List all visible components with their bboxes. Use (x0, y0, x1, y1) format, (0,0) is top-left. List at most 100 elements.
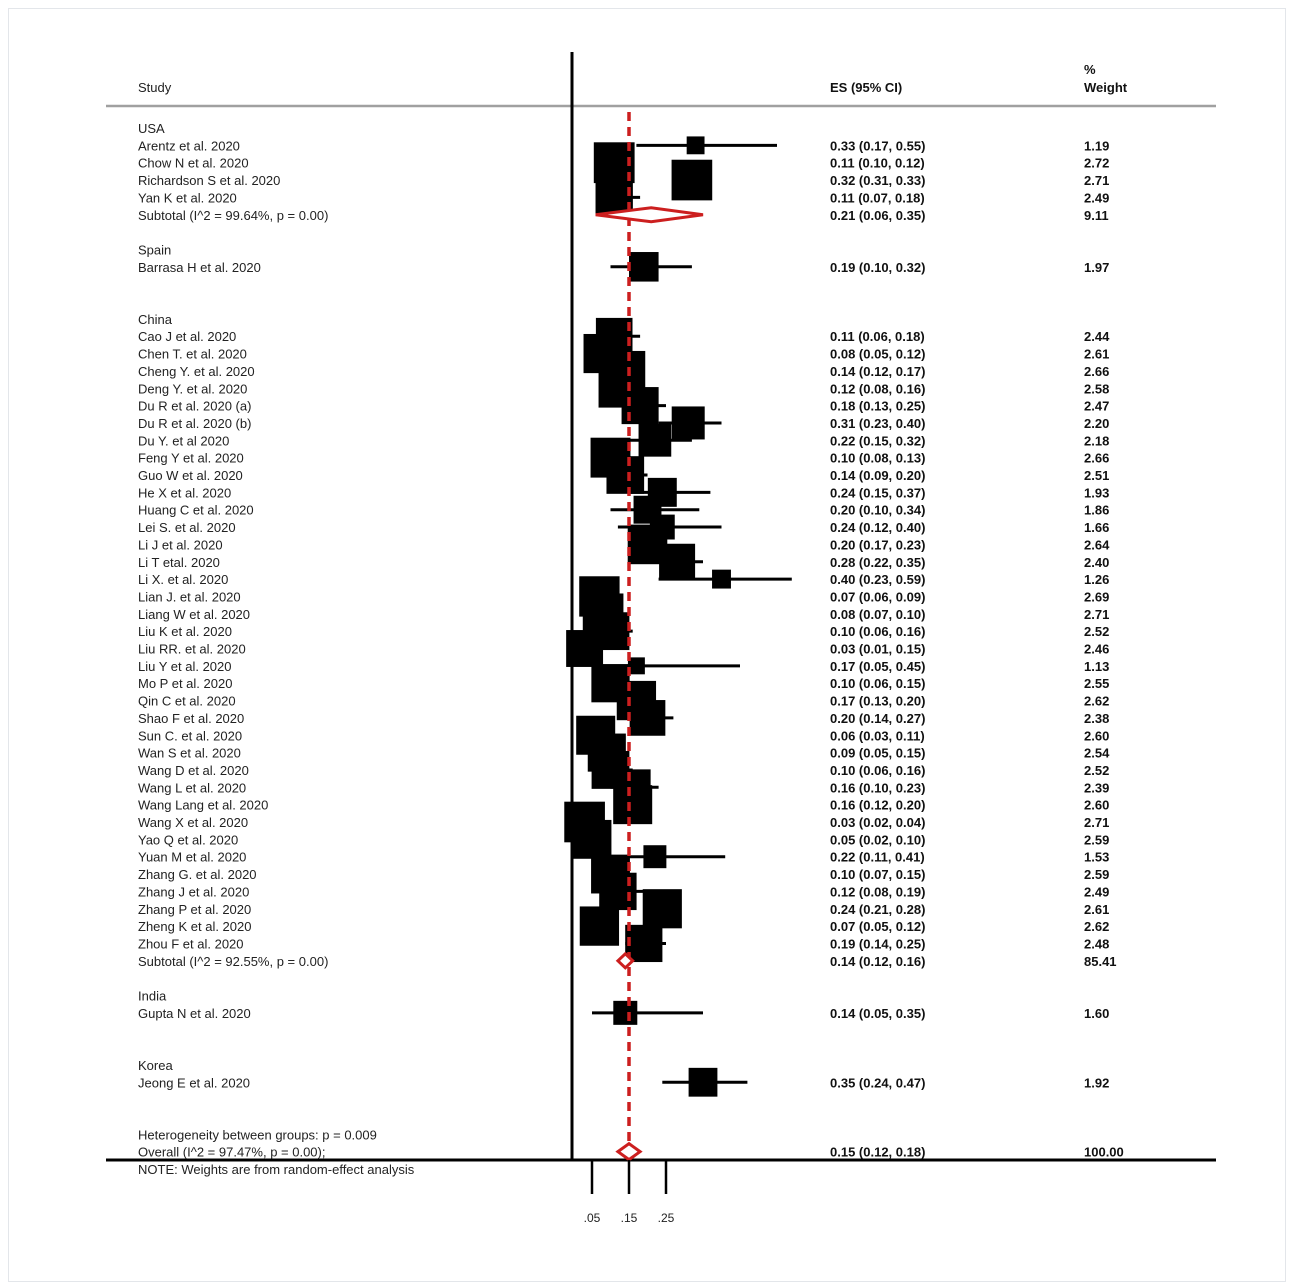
weight-label: 2.69 (1084, 589, 1109, 604)
weight-label: 2.20 (1084, 416, 1109, 431)
overall-weight-label: 100.00 (1084, 1145, 1124, 1160)
overall-es-label: 0.15 (0.12, 0.18) (830, 1145, 925, 1160)
study-marker (627, 657, 645, 675)
study-label: Huang C et al. 2020 (138, 503, 254, 518)
es-label: 0.10 (0.06, 0.16) (830, 624, 925, 639)
weight-label: 2.61 (1084, 902, 1109, 917)
subtotal-weight-label: 85.41 (1084, 954, 1117, 969)
es-label: 0.19 (0.14, 0.25) (830, 936, 925, 951)
study-label: Zhang J et al. 2020 (138, 884, 249, 899)
es-label: 0.20 (0.10, 0.34) (830, 503, 925, 518)
weight-label: 2.59 (1084, 832, 1109, 847)
study-label: Wang Lang et al. 2020 (138, 798, 268, 813)
weight-label: 2.64 (1084, 537, 1110, 552)
es-label: 0.11 (0.10, 0.12) (830, 156, 925, 171)
weight-label: 2.47 (1084, 399, 1109, 414)
study-label: Yuan M et al. 2020 (138, 850, 246, 865)
es-label: 0.12 (0.08, 0.19) (830, 884, 925, 899)
study-label: Lian J. et al. 2020 (138, 589, 241, 604)
weight-label: 2.59 (1084, 867, 1109, 882)
x-tick-label: .25 (658, 1211, 675, 1225)
weight-label: 2.71 (1084, 173, 1109, 188)
study-label: Zhang P et al. 2020 (138, 902, 251, 917)
study-marker (712, 569, 731, 589)
study-label: Liang W et al. 2020 (138, 607, 250, 622)
weight-label: 1.66 (1084, 520, 1109, 535)
es-label: 0.22 (0.15, 0.32) (830, 433, 925, 448)
group-label: India (138, 989, 167, 1004)
study-label: Chen T. et al. 2020 (138, 347, 247, 362)
study-label: Wang D et al. 2020 (138, 763, 249, 778)
study-marker (599, 872, 637, 911)
weight-label: 2.51 (1084, 468, 1109, 483)
study-label: Sun C. et al. 2020 (138, 728, 242, 743)
es-label: 0.31 (0.23, 0.40) (830, 416, 925, 431)
header-es: ES (95% CI) (830, 80, 902, 95)
weight-label: 2.49 (1084, 190, 1109, 205)
study-label: Zhang G. et al. 2020 (138, 867, 257, 882)
study-label: Li J et al. 2020 (138, 537, 223, 552)
es-label: 0.10 (0.08, 0.13) (830, 451, 925, 466)
weight-label: 1.53 (1084, 850, 1109, 865)
overall-label: Overall (I^2 = 97.47%, p = 0.00); (138, 1145, 325, 1160)
es-label: 0.19 (0.10, 0.32) (830, 260, 925, 275)
study-label: Liu K et al. 2020 (138, 624, 232, 639)
group-label: Spain (138, 242, 171, 257)
study-label: Zheng K et al. 2020 (138, 919, 251, 934)
weight-label: 2.40 (1084, 555, 1109, 570)
study-marker (621, 387, 659, 425)
study-marker (566, 630, 604, 667)
study-marker (629, 700, 666, 736)
study-marker (688, 1067, 718, 1097)
weight-label: 2.54 (1084, 746, 1110, 761)
es-label: 0.11 (0.07, 0.18) (830, 190, 925, 205)
weight-label: 2.66 (1084, 451, 1109, 466)
study-label: Du R et al. 2020 (b) (138, 416, 251, 431)
header-study: Study (138, 80, 172, 95)
weight-label: 1.97 (1084, 260, 1109, 275)
study-label: Arentz et al. 2020 (138, 138, 240, 153)
header-weight-percent: % (1084, 62, 1096, 77)
weight-label: 2.55 (1084, 676, 1109, 691)
study-label: Du R et al. 2020 (a) (138, 399, 251, 414)
study-label: Cheng Y. et al. 2020 (138, 364, 255, 379)
subtotal-diamond (595, 206, 704, 224)
es-label: 0.07 (0.06, 0.09) (830, 589, 925, 604)
es-label: 0.33 (0.17, 0.55) (830, 138, 925, 153)
es-label: 0.40 (0.23, 0.59) (830, 572, 925, 587)
es-label: 0.07 (0.05, 0.12) (830, 919, 925, 934)
note-label: NOTE: Weights are from random-effect ana… (138, 1162, 415, 1177)
weight-label: 2.49 (1084, 884, 1109, 899)
study-label: Richardson S et al. 2020 (138, 173, 280, 188)
study-label: Lei S. et al. 2020 (138, 520, 236, 535)
es-label: 0.20 (0.14, 0.27) (830, 711, 925, 726)
weight-label: 2.46 (1084, 642, 1109, 657)
study-marker (613, 785, 653, 825)
group-label: USA (138, 121, 165, 136)
study-marker (686, 136, 705, 155)
weight-label: 1.86 (1084, 503, 1109, 518)
weight-label: 2.61 (1084, 347, 1109, 362)
es-label: 0.14 (0.05, 0.35) (830, 1006, 925, 1021)
group-label: China (138, 312, 173, 327)
es-label: 0.35 (0.24, 0.47) (830, 1075, 925, 1090)
es-label: 0.12 (0.08, 0.16) (830, 381, 925, 396)
study-label: Jeong E et al. 2020 (138, 1075, 250, 1090)
weight-label: 2.18 (1084, 433, 1109, 448)
es-label: 0.20 (0.17, 0.23) (830, 537, 925, 552)
weight-label: 1.93 (1084, 485, 1109, 500)
study-marker (671, 159, 713, 201)
weight-label: 2.71 (1084, 607, 1109, 622)
weight-label: 2.62 (1084, 694, 1109, 709)
weight-label: 2.38 (1084, 711, 1109, 726)
weight-label: 2.62 (1084, 919, 1109, 934)
es-label: 0.17 (0.05, 0.45) (830, 659, 925, 674)
study-marker (613, 1000, 638, 1025)
es-label: 0.03 (0.02, 0.04) (830, 815, 925, 830)
es-label: 0.03 (0.01, 0.15) (830, 642, 925, 657)
subtotal-es-label: 0.14 (0.12, 0.16) (830, 954, 925, 969)
es-label: 0.10 (0.06, 0.15) (830, 676, 925, 691)
study-label: Wang L et al. 2020 (138, 780, 246, 795)
weight-label: 2.71 (1084, 815, 1109, 830)
study-marker (579, 906, 620, 946)
